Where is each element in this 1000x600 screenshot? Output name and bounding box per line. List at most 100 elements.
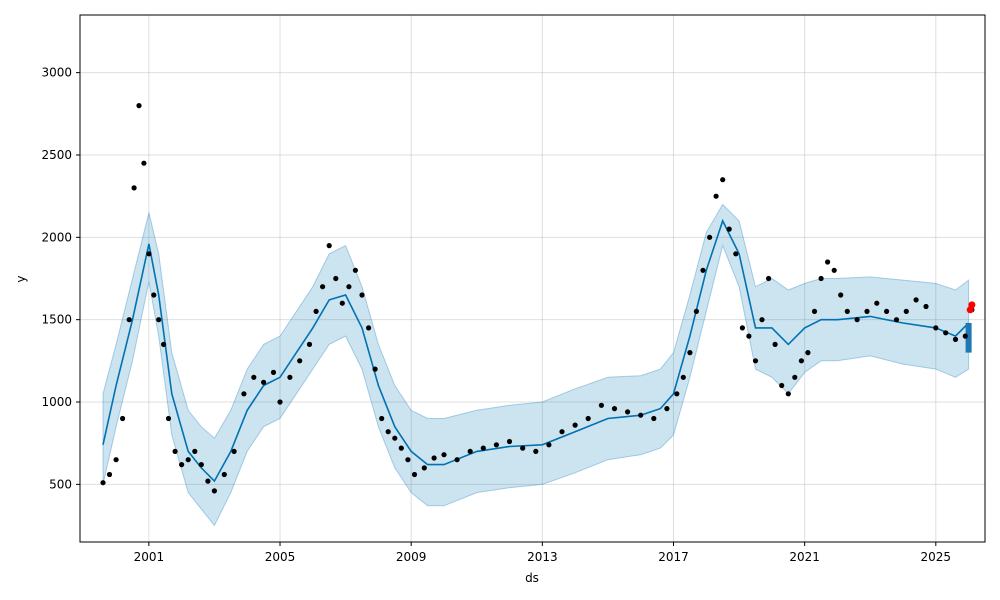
x-tick-label: 2017 — [658, 550, 689, 564]
observed-point — [874, 300, 880, 306]
y-tick-label: 500 — [49, 477, 72, 491]
observed-point — [113, 457, 119, 463]
observed-point — [752, 358, 759, 364]
uncertainty-band-layer — [102, 203, 970, 527]
observed-point — [192, 448, 198, 454]
observed-point — [297, 358, 303, 364]
observed-point — [326, 243, 332, 249]
observed-point — [287, 374, 293, 380]
observed-point — [559, 429, 565, 435]
observed-point — [398, 445, 404, 451]
observed-point — [693, 308, 700, 314]
observed-point — [185, 457, 191, 463]
observed-point — [772, 341, 778, 347]
observed-point — [366, 325, 372, 331]
y-tick-label: 3000 — [41, 66, 72, 80]
observed-point — [467, 448, 473, 454]
observed-point — [136, 103, 142, 109]
observed-point — [825, 259, 831, 265]
observed-point — [211, 488, 217, 494]
observed-point — [480, 445, 486, 451]
observed-point — [100, 480, 106, 486]
observed-point — [598, 402, 605, 408]
observed-point — [352, 267, 358, 273]
observed-point — [392, 435, 398, 441]
observed-point — [766, 275, 772, 282]
observed-point — [313, 308, 319, 314]
uncertainty-band — [102, 203, 970, 527]
forecast-tail-block — [965, 322, 972, 353]
observed-point — [943, 330, 949, 336]
observed-point — [838, 292, 844, 298]
observed-point — [372, 366, 378, 372]
y-tick-label: 2000 — [41, 230, 72, 244]
observed-point — [441, 452, 447, 458]
observed-point — [903, 308, 909, 314]
observed-points-layer — [100, 103, 975, 494]
x-tick-label: 2021 — [789, 550, 820, 564]
y-tick-label: 2500 — [41, 148, 72, 162]
observed-point — [533, 448, 539, 454]
observed-point — [572, 422, 578, 428]
observed-point — [962, 333, 968, 339]
observed-point — [720, 177, 726, 183]
observed-point — [798, 358, 805, 364]
y-tick-label: 1000 — [41, 395, 72, 409]
observed-point — [680, 374, 686, 380]
observed-point — [585, 415, 591, 422]
x-tick-label: 2001 — [134, 550, 165, 564]
observed-point — [141, 160, 147, 166]
observed-point — [952, 336, 959, 342]
observed-point — [785, 391, 791, 397]
x-tick-label: 2005 — [265, 550, 296, 564]
observed-point — [707, 234, 713, 240]
observed-point — [454, 457, 460, 463]
observed-point — [726, 226, 732, 232]
observed-point — [811, 308, 818, 314]
observed-point — [251, 374, 257, 380]
observed-point — [221, 471, 227, 478]
observed-point — [205, 478, 211, 484]
observed-point — [779, 382, 785, 389]
observed-point — [346, 284, 352, 290]
observed-point — [241, 391, 247, 397]
observed-point — [493, 442, 499, 448]
observed-point — [733, 251, 739, 257]
observed-point — [611, 406, 618, 412]
observed-point — [333, 275, 339, 282]
observed-point — [506, 438, 513, 445]
observed-point — [625, 409, 631, 415]
observed-point — [379, 415, 385, 422]
observed-point — [431, 455, 437, 461]
observed-point — [120, 415, 126, 422]
observed-point — [546, 442, 552, 448]
observed-point — [844, 308, 850, 314]
observed-point — [172, 448, 178, 454]
observed-point — [933, 325, 939, 331]
observed-point — [306, 341, 313, 347]
highlight-point — [968, 301, 976, 309]
y-axis-ticks: 500 1000 1500 2000 2500 3000 — [41, 66, 80, 491]
observed-point — [261, 379, 267, 385]
observed-point — [421, 465, 427, 471]
observed-point — [270, 369, 277, 375]
observed-point — [923, 303, 929, 310]
x-tick-label: 2013 — [527, 550, 558, 564]
x-tick-label: 2025 — [921, 550, 952, 564]
observed-point — [106, 471, 113, 478]
x-axis-label: ds — [525, 571, 539, 585]
observed-point — [759, 317, 765, 323]
observed-point — [674, 391, 680, 397]
observed-point — [854, 317, 860, 323]
observed-point — [913, 297, 919, 303]
observed-point — [638, 412, 644, 418]
observed-point — [792, 374, 798, 380]
observed-point — [831, 267, 837, 273]
observed-point — [818, 275, 824, 282]
observed-point — [179, 462, 185, 468]
observed-point — [405, 457, 411, 463]
x-tick-label: 2009 — [396, 550, 427, 564]
y-tick-label: 1500 — [41, 313, 72, 327]
